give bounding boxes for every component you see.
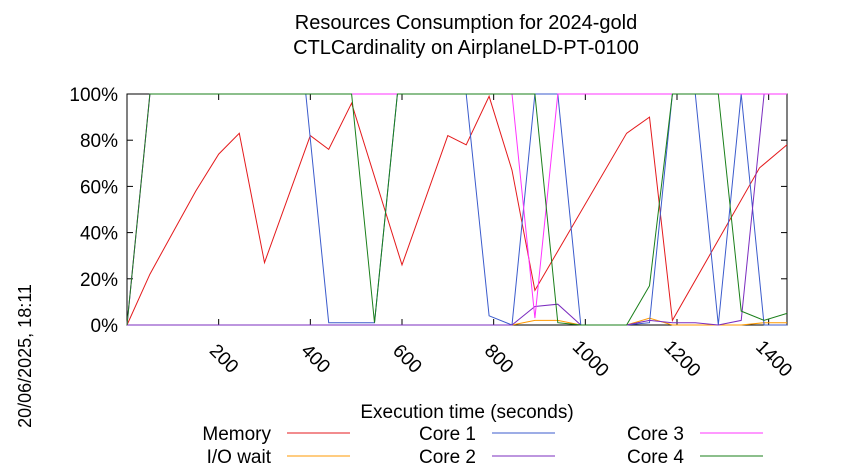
legend-entry-core-1: Core 1 [419,424,555,445]
legend-entry-core-3: Core 3 [627,424,763,445]
series-layer [126,93,788,326]
y-tick-label: 100% [69,85,118,106]
series-line-core-1 [126,93,787,326]
series-line-core-2 [127,93,787,326]
plot-frame [126,93,788,326]
x-tick-label: 1400 [751,337,796,382]
chart-title-line-1: Resources Consumption for 2024-gold [295,12,637,34]
legend-label-core-1: Core 1 [419,424,476,445]
legend-entry-core-4: Core 4 [627,447,763,468]
legend-entry-core-2: Core 2 [419,447,555,468]
legend-label-core-3: Core 3 [627,424,684,445]
x-tick-label: 200 [205,340,242,377]
legend-label-core-4: Core 4 [627,447,684,468]
y-tick-label: 0% [91,316,119,337]
y-tick-label: 60% [80,177,118,198]
legend-entry-io-wait: I/O wait [207,447,350,468]
chart-title-line-2: CTLCardinality on AirplaneLD-PT-0100 [293,37,639,59]
legend: Memory I/O wait Core 1 Core 2 Core 3 Cor… [202,424,763,468]
x-tick-label: 600 [388,340,425,377]
x-tick-label: 1200 [660,337,705,382]
x-axis-label: Execution time (seconds) [360,402,573,423]
x-axis: 200 400 600 800 1000 1200 1400 [205,94,796,381]
y-axis: 0% 20% 40% 60% 80% 100% [69,85,787,337]
y-tick-label: 20% [80,270,118,291]
legend-label-io-wait: I/O wait [207,447,272,468]
series-line-memory [126,94,788,326]
timestamp-stamp: 20/06/2025, 18:11 [15,284,35,428]
legend-entry-memory: Memory [202,424,350,445]
x-tick-label: 1000 [568,337,613,382]
y-tick-label: 40% [80,224,118,245]
y-tick-label: 80% [80,131,118,152]
legend-label-memory: Memory [202,424,271,445]
x-tick-label: 400 [297,340,334,377]
series-line-i-o-wait [127,317,787,326]
series-line-core-3 [126,93,787,326]
x-tick-label: 800 [480,340,517,377]
legend-label-core-2: Core 2 [419,447,476,468]
series-line-core-4 [126,93,788,326]
